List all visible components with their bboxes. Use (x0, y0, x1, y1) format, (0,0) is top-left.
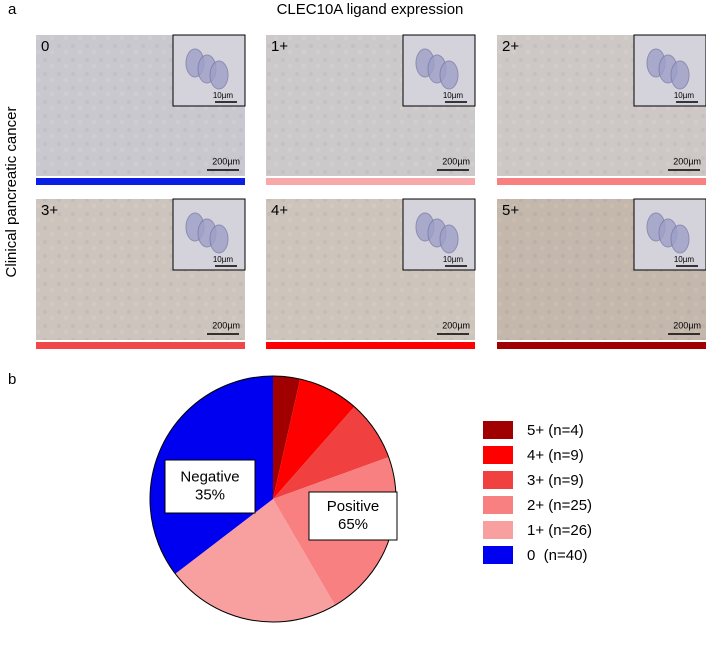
panel-label: b (8, 371, 16, 388)
inset-scale-label: 10µm (443, 255, 464, 264)
legend-swatch (483, 496, 513, 514)
legend-swatch (483, 471, 513, 489)
tile-score: 1+ (271, 38, 288, 55)
inset (172, 34, 246, 107)
scale-label: 200µm (673, 156, 701, 166)
scale-label: 200µm (442, 156, 470, 166)
tile-score: 4+ (271, 202, 288, 219)
score-bar (497, 178, 706, 185)
inset-cell (209, 224, 229, 254)
legend-label: 0 (n=40) (527, 547, 587, 564)
legend-label: 5+ (n=4) (527, 422, 584, 439)
inset-cell (439, 224, 459, 254)
legend-swatch (483, 421, 513, 439)
inset-cell (670, 224, 690, 254)
panel-title: CLEC10A ligand expression (277, 1, 464, 18)
pie-slice (273, 376, 301, 499)
inset-cell (439, 60, 459, 90)
pie-slice (273, 379, 355, 499)
annotation-box (308, 491, 398, 541)
legend-label: 3+ (n=9) (527, 472, 584, 489)
score-bar (36, 178, 245, 185)
inset-cell (209, 60, 229, 90)
annotation-box (164, 459, 256, 514)
inset-scale-label: 10µm (443, 91, 464, 100)
legend-swatch (483, 521, 513, 539)
score-bar (266, 178, 475, 185)
legend-label: 4+ (n=9) (527, 447, 584, 464)
legend-swatch (483, 446, 513, 464)
inset-scale-label: 10µm (674, 255, 695, 264)
score-bar (266, 342, 475, 349)
scale-label: 200µm (212, 320, 240, 330)
pie-slice (175, 499, 335, 622)
inset-scale-label: 10µm (213, 91, 234, 100)
y-axis-label: Clinical pancreatic cancer (3, 107, 20, 278)
tile-score: 3+ (41, 202, 58, 219)
legend-swatch (483, 546, 513, 564)
annotation-value: 35% (195, 486, 225, 503)
legend-label: 2+ (n=25) (527, 497, 592, 514)
scale-label: 200µm (212, 156, 240, 166)
tile-score: 5+ (502, 202, 519, 219)
score-bar (497, 342, 706, 349)
panel-label: a (8, 1, 17, 18)
annotation-text: Negative (180, 468, 239, 485)
annotation-value: 65% (338, 516, 368, 533)
inset-scale-label: 10µm (213, 255, 234, 264)
annotation-text: Positive (327, 498, 380, 515)
tile-score: 2+ (502, 38, 519, 55)
scale-label: 200µm (442, 320, 470, 330)
inset-cell (670, 60, 690, 90)
scale-label: 200µm (673, 320, 701, 330)
pie-slice (273, 406, 389, 499)
inset-scale-label: 10µm (674, 91, 695, 100)
inset (633, 34, 706, 107)
tile-score: 0 (41, 38, 49, 55)
legend-label: 1+ (n=26) (527, 522, 592, 539)
inset (172, 198, 246, 271)
score-bar (36, 342, 245, 349)
